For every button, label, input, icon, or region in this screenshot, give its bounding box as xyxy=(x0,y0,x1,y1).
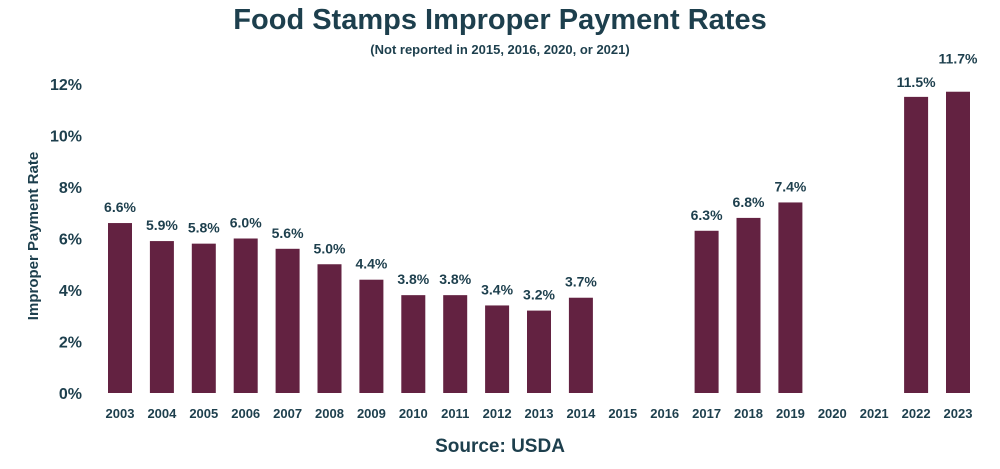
y-tick-label: 6% xyxy=(59,232,82,249)
bar xyxy=(568,297,593,393)
x-tick-label: 2006 xyxy=(231,406,260,421)
y-tick-label: 8% xyxy=(59,180,82,197)
y-tick-label: 10% xyxy=(50,129,82,146)
bar xyxy=(275,248,300,393)
data-label: 3.7% xyxy=(565,274,597,290)
x-tick-label: 2012 xyxy=(483,406,512,421)
bar xyxy=(359,279,384,393)
x-tick-label: 2010 xyxy=(399,406,428,421)
y-tick-label: 0% xyxy=(59,386,82,403)
y-axis-label: Improper Payment Rate xyxy=(25,152,42,320)
bar xyxy=(108,223,132,393)
data-label: 3.8% xyxy=(439,271,471,287)
bar xyxy=(946,91,970,393)
data-label: 6.8% xyxy=(733,194,765,210)
data-label: 11.5% xyxy=(897,74,936,90)
x-tick-label: 2011 xyxy=(441,406,469,421)
x-tick-label: 2004 xyxy=(147,406,177,421)
bar xyxy=(778,202,803,393)
y-tick-label: 12% xyxy=(50,77,82,94)
data-label: 3.2% xyxy=(523,287,555,303)
chart-source: Source: USDA xyxy=(435,436,565,457)
data-label: 6.3% xyxy=(691,207,723,223)
chart-subtitle: (Not reported in 2015, 2016, 2020, or 20… xyxy=(370,42,630,57)
x-tick-label: 2015 xyxy=(608,406,637,421)
data-label: 5.8% xyxy=(188,220,220,236)
bar xyxy=(317,264,342,393)
data-label: 3.8% xyxy=(397,271,429,287)
bar xyxy=(485,305,510,393)
data-label: 5.0% xyxy=(314,240,346,256)
bar xyxy=(401,295,426,393)
bar xyxy=(736,217,761,393)
x-tick-label: 2018 xyxy=(734,406,763,421)
x-tick-label: 2020 xyxy=(818,406,847,421)
data-label: 7.4% xyxy=(774,178,806,194)
x-tick-label: 2003 xyxy=(106,406,135,421)
data-labels: 6.6% 5.9% 5.8% 6.0% 5.6% 5.0% 4.4% 3.8% 3.8% 3.4%… xyxy=(104,51,978,303)
x-tick-label: 2022 xyxy=(902,406,931,421)
x-axis: 2003 2004 2005 2006 2007 2008 2009 2010 2011 2012… xyxy=(106,406,973,421)
data-label: 11.7% xyxy=(939,51,978,67)
y-tick-label: 4% xyxy=(59,283,82,300)
x-tick-label: 2023 xyxy=(944,406,973,421)
x-tick-label: 2014 xyxy=(566,406,596,421)
chart-title: Food Stamps Improper Payment Rates xyxy=(233,4,767,36)
y-tick-label: 2% xyxy=(59,335,82,352)
bar xyxy=(233,238,258,393)
x-tick-label: 2021 xyxy=(860,406,889,421)
data-label: 3.4% xyxy=(481,281,513,297)
x-tick-label: 2007 xyxy=(273,406,302,421)
x-tick-label: 2017 xyxy=(692,406,721,421)
data-label: 6.6% xyxy=(104,199,136,215)
bar xyxy=(443,295,468,393)
bar xyxy=(527,310,551,393)
bar xyxy=(904,96,929,393)
data-label: 5.6% xyxy=(272,225,304,241)
bar xyxy=(149,241,174,393)
x-tick-label: 2016 xyxy=(650,406,679,421)
bar xyxy=(191,243,216,393)
y-axis: 0% 2% 4% 6% 8% 10% 12% xyxy=(50,77,82,403)
bar xyxy=(694,230,719,393)
x-tick-label: 2009 xyxy=(357,406,386,421)
data-label: 4.4% xyxy=(355,256,387,272)
x-tick-label: 2005 xyxy=(189,406,218,421)
x-tick-label: 2008 xyxy=(315,406,344,421)
x-tick-label: 2013 xyxy=(525,406,554,421)
data-label: 6.0% xyxy=(230,215,262,231)
data-label: 5.9% xyxy=(146,217,178,233)
bars xyxy=(108,91,970,393)
x-tick-label: 2019 xyxy=(776,406,805,421)
